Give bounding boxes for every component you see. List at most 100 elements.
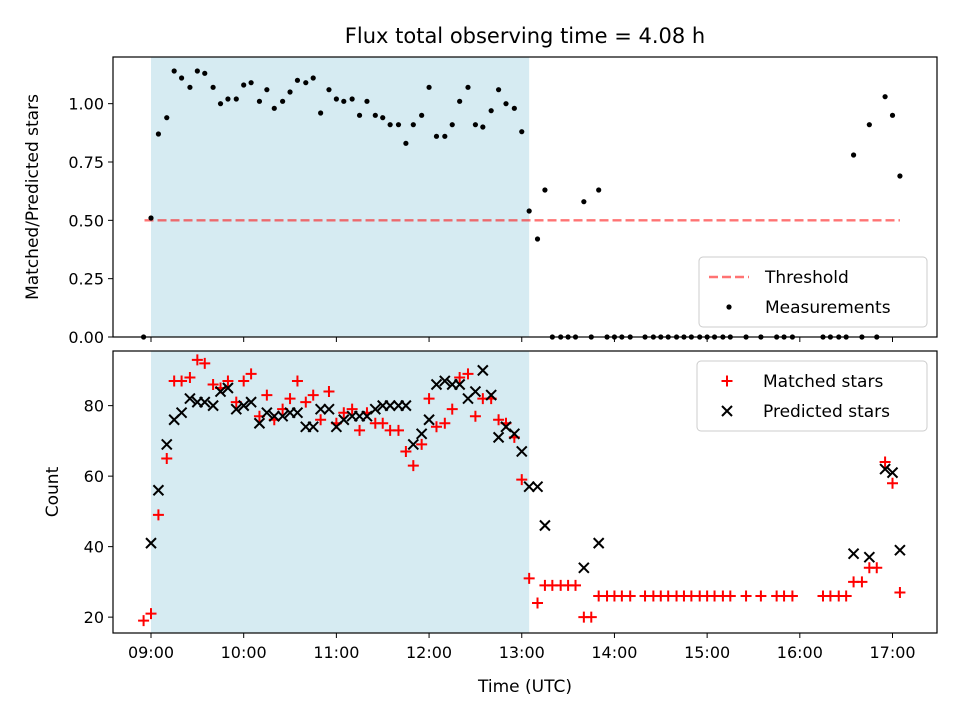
legend-matched-swatch (721, 375, 733, 387)
x-tick-label: 16:00 (777, 643, 823, 662)
matched-point (400, 445, 412, 457)
measurement-point (310, 75, 316, 81)
predicted-point (245, 396, 257, 408)
matched-point-glyph (377, 417, 389, 429)
measurement-point (187, 84, 193, 90)
matched-point-glyph (152, 509, 164, 521)
predicted-point (847, 547, 860, 560)
measurement-point (426, 84, 432, 90)
predicted-point-glyph (407, 438, 420, 451)
measurement-point (850, 152, 857, 158)
matched-point (446, 403, 458, 415)
predicted-point-glyph (400, 399, 412, 412)
matched-point-glyph (755, 590, 767, 602)
matched-point (199, 357, 211, 369)
matched-point-glyph (284, 393, 296, 405)
measurement-point (511, 105, 517, 111)
matched-point (222, 375, 234, 387)
y-axis-label: Matched/Predicted stars (23, 94, 43, 300)
predicted-point (268, 410, 280, 422)
matched-point (523, 572, 535, 584)
matched-point (392, 424, 404, 436)
measurement-point (148, 215, 154, 221)
matched-point (462, 368, 474, 380)
matched-point-glyph (307, 389, 319, 401)
predicted-point (477, 364, 489, 377)
matched-point-glyph (585, 611, 597, 623)
axes-1: 0.00 0.25 0.50 0.75 1.00 Matched/Predicted st… (23, 56, 938, 347)
measurement-point (433, 133, 440, 139)
measurement-point (526, 208, 532, 214)
matched-point-glyph (894, 586, 906, 598)
predicted-point-glyph (161, 438, 173, 451)
matched-point-glyph (532, 597, 544, 609)
predicted-point (253, 417, 266, 429)
measurement-point (380, 115, 386, 121)
predicted-point (369, 403, 382, 415)
predicted-point-glyph (199, 396, 211, 408)
predicted-point (439, 375, 451, 387)
measurement-point (882, 94, 888, 100)
matched-point-glyph (354, 424, 366, 436)
matched-point-glyph (291, 375, 303, 387)
matched-point (439, 417, 451, 429)
predicted-point (261, 406, 273, 419)
matched-point (346, 403, 358, 415)
predicted-point-glyph (369, 403, 382, 415)
matched-point-glyph (740, 590, 752, 602)
y-tick-label: 0.50 (68, 211, 104, 230)
measurement-point (233, 96, 239, 102)
predicted-point-glyph (207, 399, 219, 412)
axes-frame (112, 350, 938, 634)
predicted-point-glyph (175, 406, 188, 419)
legend-box (698, 256, 928, 328)
matched-point-glyph (300, 396, 312, 408)
predicted-point (578, 562, 590, 574)
matched-point (887, 477, 899, 489)
matched-point-glyph (400, 445, 412, 457)
matched-point (323, 386, 335, 398)
measurement-point (155, 131, 162, 137)
predicted-point-glyph (886, 466, 899, 479)
predicted-point (291, 406, 304, 419)
predicted-point-glyph (152, 484, 165, 496)
predicted-point (469, 385, 482, 398)
matched-point-glyph (871, 562, 883, 574)
matched-point (469, 410, 481, 422)
legend-label: Measurements (765, 298, 891, 318)
predicted-point-glyph (214, 385, 227, 398)
matched-point-glyph (346, 403, 358, 415)
series-predicted-stars (145, 364, 906, 574)
matched-point (570, 579, 582, 591)
predicted-point (516, 445, 528, 458)
matched-point-glyph (516, 474, 528, 486)
predicted-point-glyph (592, 537, 605, 549)
matched-point-glyph (724, 590, 736, 602)
matched-point-glyph (446, 403, 458, 415)
predicted-point-glyph (323, 403, 335, 415)
y-tick-label: 0.75 (68, 153, 104, 172)
matched-point (377, 417, 389, 429)
measurement-point (241, 82, 247, 88)
predicted-point (863, 551, 876, 563)
y-tick-label: 20 (84, 608, 104, 627)
predicted-point-glyph (338, 414, 350, 426)
matched-point-glyph (786, 590, 798, 602)
legend: Threshold Measurements (698, 256, 928, 328)
predicted-point-glyph (539, 519, 551, 532)
predicted-point (222, 382, 234, 394)
predicted-point (338, 414, 350, 426)
x-axis-label: Time (UTC) (477, 677, 572, 697)
predicted-point-glyph (268, 410, 280, 422)
matched-point (516, 474, 528, 486)
matched-point (430, 421, 442, 433)
axes-2: 20 40 60 80 09:00 10:00 11:00 12:00 13:00 14:00 15… (43, 350, 938, 662)
x-tick-label: 17:00 (869, 643, 915, 662)
matched-point-glyph (138, 615, 150, 627)
matched-point-glyph (570, 579, 582, 591)
measurement-point (542, 187, 548, 193)
predicted-point-glyph (415, 428, 428, 440)
predicted-point (323, 403, 335, 415)
legend: Matched stars Predicted stars (696, 360, 928, 432)
measurement-point (210, 84, 216, 90)
